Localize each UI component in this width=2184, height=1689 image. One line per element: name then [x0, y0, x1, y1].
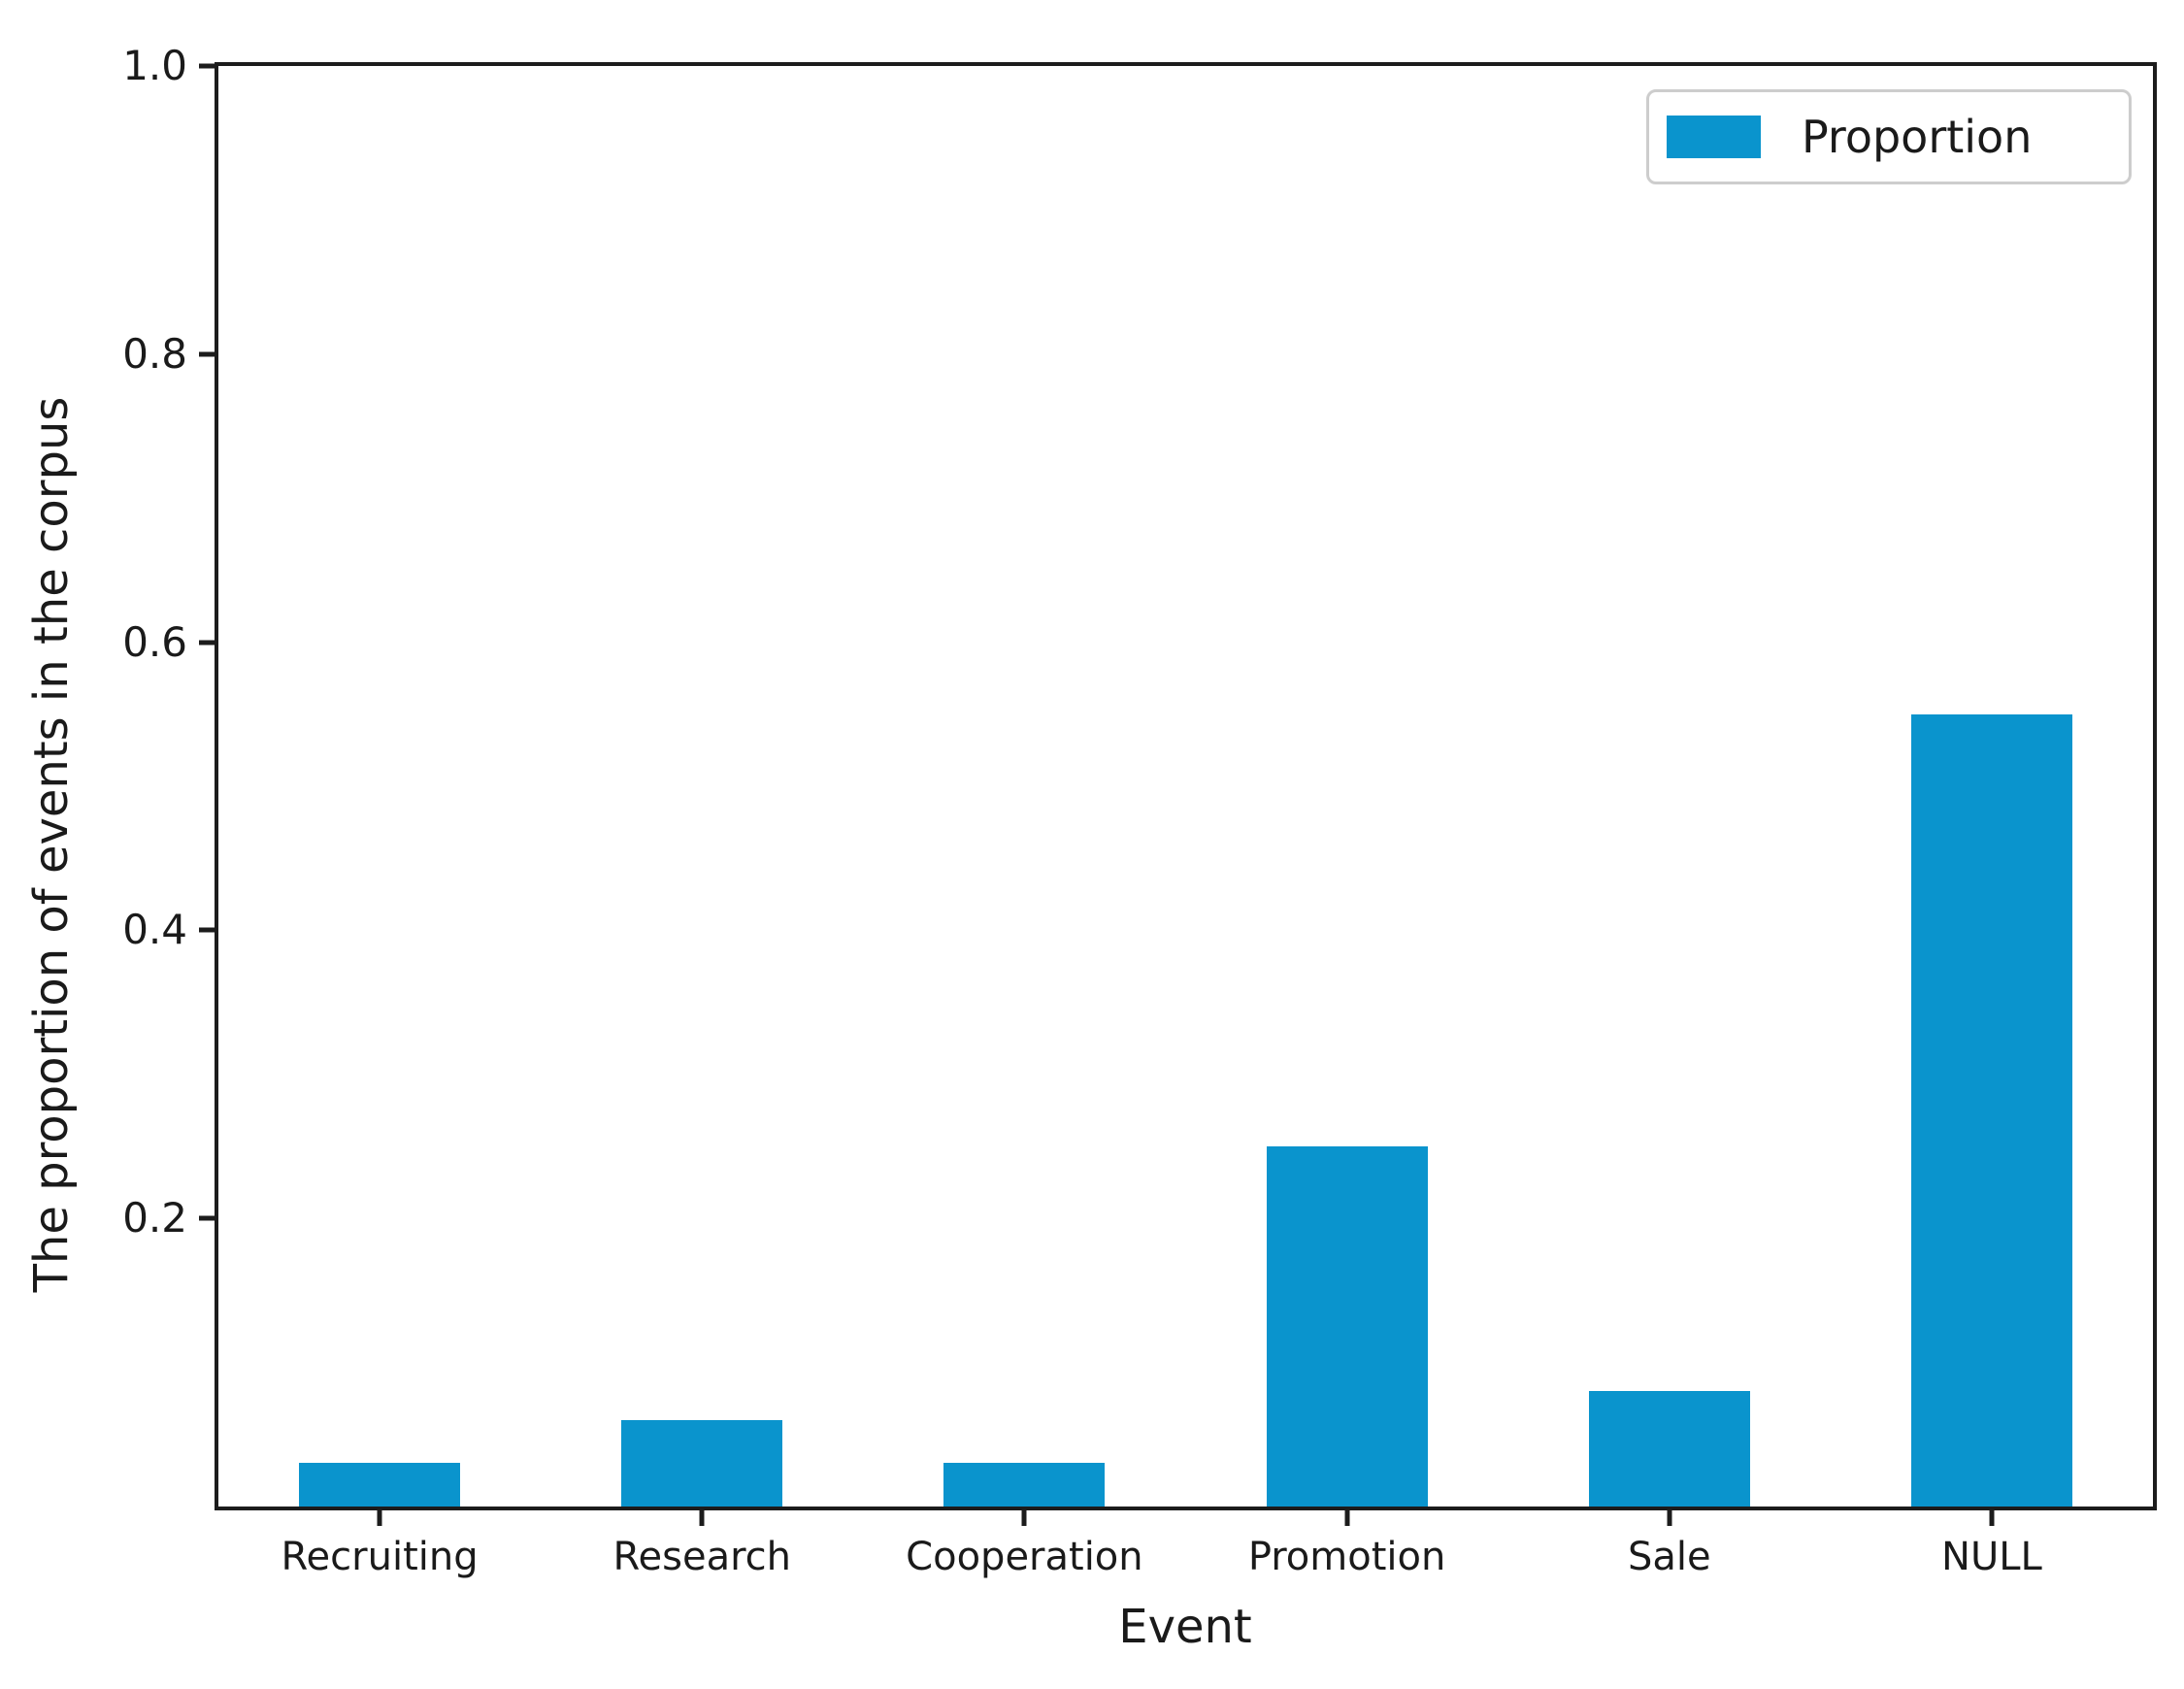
y-tick-label-0.8: 0.8	[122, 329, 187, 378]
x-tick-label-recruiting: Recruiting	[281, 1535, 479, 1579]
x-tick-recruiting	[377, 1507, 382, 1526]
y-tick-0.2	[199, 1215, 218, 1221]
y-tick-label-0.4: 0.4	[122, 906, 187, 954]
bar-research	[621, 1419, 783, 1507]
y-tick-0.6	[199, 640, 218, 646]
legend-label: Proportion	[1802, 111, 2033, 163]
y-axis: 0.2 0.4 0.6 0.8 1.0	[122, 46, 2153, 1507]
y-tick-label-1.0: 1.0	[122, 42, 187, 89]
x-tick-sale	[1667, 1507, 1672, 1526]
plot-area: 0.2 0.4 0.6 0.8 1.0 Recruiting Research Cooper…	[122, 46, 2157, 1579]
x-tick-label-cooperation: Cooperation	[906, 1535, 1143, 1579]
x-tick-cooperation	[1021, 1507, 1027, 1526]
x-tick-research	[699, 1507, 705, 1526]
y-axis-title: The proportion of events in the corpus	[24, 396, 79, 1293]
bar-cooperation	[943, 1463, 1106, 1507]
bars-layer	[218, 66, 2153, 1507]
x-tick-null	[1989, 1507, 1995, 1526]
bar-null	[1910, 713, 2072, 1507]
x-tick-label-research: Research	[612, 1535, 791, 1579]
bar-recruiting	[299, 1463, 461, 1507]
y-tick-1.0	[199, 63, 218, 69]
x-tick-label-promotion: Promotion	[1247, 1535, 1446, 1579]
x-tick-label-null: NULL	[1941, 1535, 2042, 1579]
y-tick-0.8	[199, 351, 218, 357]
bar-promotion	[1266, 1146, 1428, 1507]
bar-sale	[1588, 1391, 1750, 1507]
y-tick-label-0.6: 0.6	[122, 617, 187, 666]
x-axis: Recruiting Research Cooperation Promotion Sa…	[218, 66, 2153, 1579]
legend-swatch-proportion	[1667, 116, 1761, 158]
x-tick-promotion	[1344, 1507, 1350, 1526]
y-tick-label-0.2: 0.2	[122, 1194, 187, 1242]
x-tick-label-sale: Sale	[1627, 1535, 1711, 1579]
x-axis-title: Event	[1118, 1600, 1252, 1654]
y-tick-0.4	[199, 927, 218, 933]
legend: Proportion	[1646, 89, 2132, 184]
